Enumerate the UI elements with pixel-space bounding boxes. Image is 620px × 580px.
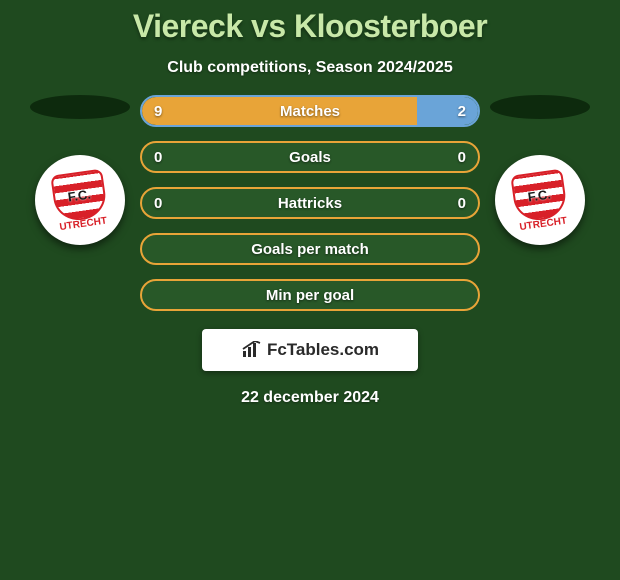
club-short-right: UTRECHT <box>519 216 568 232</box>
stat-row-hattricks: 0 0 Hattricks <box>140 187 480 219</box>
page-title: Viereck vs Kloosterboer <box>0 0 620 45</box>
club-logo-left: F.C. UTRECHT <box>50 168 109 232</box>
chart-icon <box>241 341 263 359</box>
stat-value-right: 0 <box>458 195 466 212</box>
stat-label: Min per goal <box>266 287 354 304</box>
stat-value-right: 2 <box>458 103 466 120</box>
brand-box[interactable]: FcTables.com <box>202 329 418 371</box>
club-badge-left: F.C. UTRECHT <box>35 155 125 245</box>
club-logo-right: F.C. UTRECHT <box>510 168 569 232</box>
club-badge-right: F.C. UTRECHT <box>495 155 585 245</box>
brand-text: FcTables.com <box>267 340 379 360</box>
left-side: F.C. UTRECHT <box>20 95 140 245</box>
stat-row-goals: 0 0 Goals <box>140 141 480 173</box>
stat-label: Goals <box>289 149 331 166</box>
bar-fill-right <box>417 97 478 125</box>
stat-value-right: 0 <box>458 149 466 166</box>
stat-value-left: 9 <box>154 103 162 120</box>
right-side: F.C. UTRECHT <box>480 95 600 245</box>
stat-label: Hattricks <box>278 195 342 212</box>
stat-value-left: 0 <box>154 149 162 166</box>
player-photo-placeholder-right <box>490 95 590 119</box>
stat-row-min-per-goal: Min per goal <box>140 279 480 311</box>
stat-label: Goals per match <box>251 241 369 258</box>
stat-row-matches: 9 2 Matches <box>140 95 480 127</box>
club-short-left: UTRECHT <box>59 216 108 232</box>
stat-bars: 9 2 Matches 0 0 Goals 0 0 Hattricks Goals per mat… <box>140 95 480 311</box>
date-text: 22 december 2024 <box>0 389 620 407</box>
page-subtitle: Club competitions, Season 2024/2025 <box>0 59 620 77</box>
stat-value-left: 0 <box>154 195 162 212</box>
player-photo-placeholder-left <box>30 95 130 119</box>
stat-label: Matches <box>280 103 340 120</box>
stat-row-goals-per-match: Goals per match <box>140 233 480 265</box>
comparison-content: F.C. UTRECHT 9 2 Matches 0 0 Goals 0 0 Hattricks… <box>0 95 620 311</box>
